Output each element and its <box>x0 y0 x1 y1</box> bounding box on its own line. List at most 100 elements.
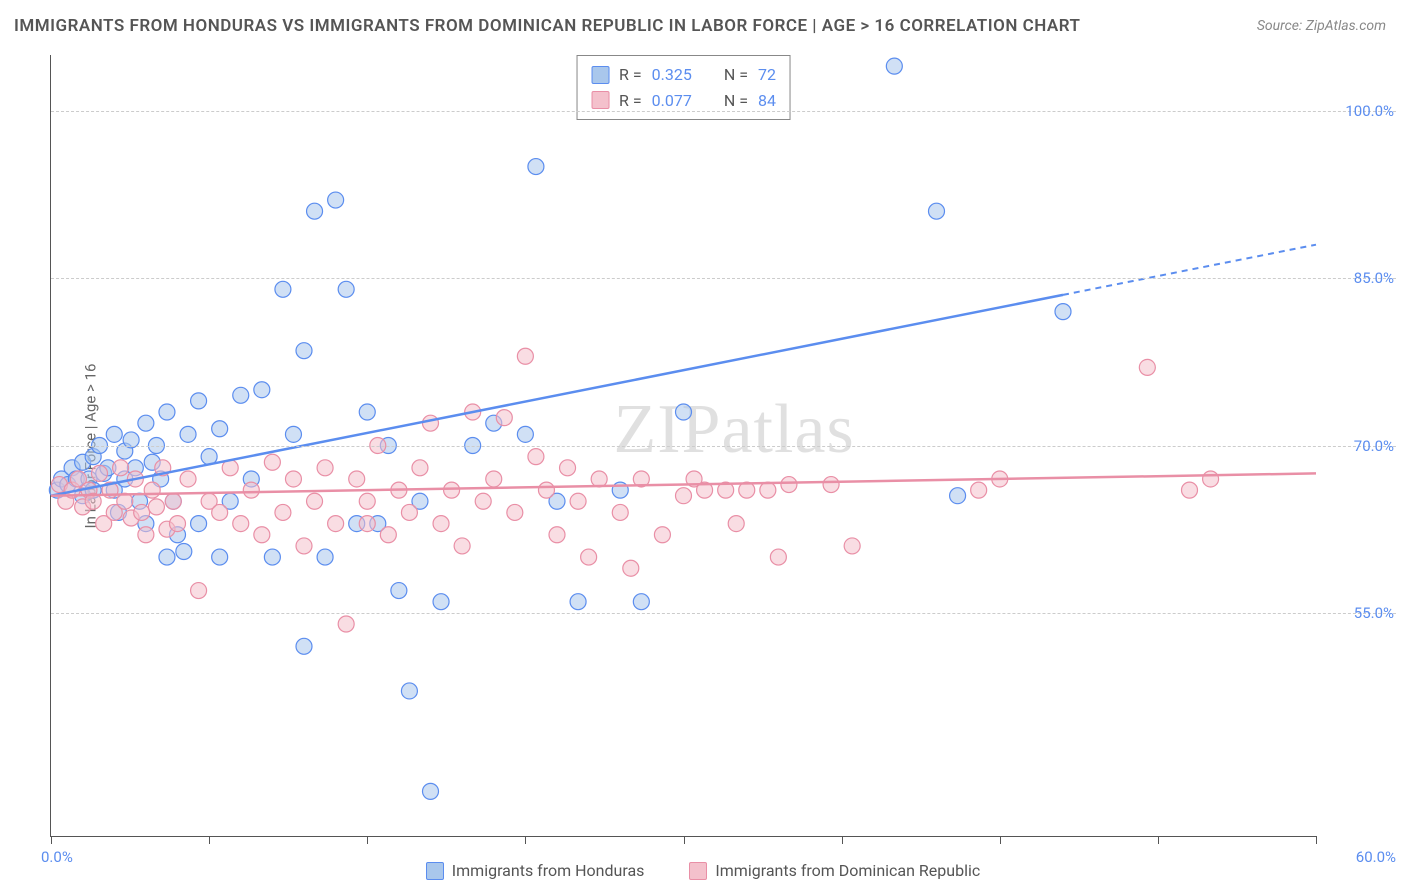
data-point <box>317 549 333 565</box>
x-tick <box>525 836 526 844</box>
data-point <box>633 594 649 610</box>
source-attribution: Source: ZipAtlas.com <box>1257 18 1386 34</box>
data-point <box>91 465 107 481</box>
stats-n-value-0: 72 <box>758 62 776 88</box>
data-point <box>612 504 628 520</box>
gridline-h <box>51 446 1396 447</box>
data-point <box>454 538 470 554</box>
data-point <box>285 471 301 487</box>
data-point <box>328 516 344 532</box>
legend-swatch-honduras <box>426 862 444 880</box>
y-tick-label: 100.0% <box>1345 102 1394 120</box>
data-point <box>528 449 544 465</box>
data-point <box>328 192 344 208</box>
stats-row-1: R = 0.077 N = 84 <box>591 88 776 114</box>
data-point <box>570 493 586 509</box>
data-point <box>517 348 533 364</box>
data-point <box>1182 482 1198 498</box>
data-point <box>380 527 396 543</box>
data-point <box>549 527 565 543</box>
data-point <box>180 471 196 487</box>
data-point <box>233 516 249 532</box>
data-point <box>275 504 291 520</box>
data-point <box>148 499 164 515</box>
legend-label-honduras: Immigrants from Honduras <box>452 861 645 880</box>
stats-r-value-0: 0.325 <box>652 62 692 88</box>
data-point <box>433 516 449 532</box>
data-point <box>770 549 786 565</box>
data-point <box>191 583 207 599</box>
data-point <box>176 543 192 559</box>
data-point <box>159 404 175 420</box>
y-tick-label: 55.0% <box>1354 604 1394 622</box>
data-point <box>254 382 270 398</box>
stats-n-label-1: N = <box>724 88 748 114</box>
data-point <box>338 616 354 632</box>
y-tick-label: 70.0% <box>1354 437 1394 455</box>
legend-item-dominican: Immigrants from Dominican Republic <box>689 861 980 880</box>
x-tick <box>209 836 210 844</box>
data-point <box>591 471 607 487</box>
data-point <box>581 549 597 565</box>
data-point <box>191 393 207 409</box>
x-tick <box>842 836 843 844</box>
data-point <box>106 426 122 442</box>
data-point <box>676 404 692 420</box>
data-point <box>307 203 323 219</box>
data-point <box>676 488 692 504</box>
data-point <box>823 477 839 493</box>
data-point <box>144 482 160 498</box>
data-point <box>359 404 375 420</box>
data-point <box>496 410 512 426</box>
data-point <box>623 560 639 576</box>
stats-n-value-1: 84 <box>758 88 776 114</box>
data-point <box>781 477 797 493</box>
data-point <box>412 460 428 476</box>
data-point <box>401 504 417 520</box>
data-point <box>138 527 154 543</box>
data-point <box>929 203 945 219</box>
data-point <box>971 482 987 498</box>
data-point <box>296 638 312 654</box>
data-point <box>760 482 776 498</box>
data-point <box>423 783 439 799</box>
gridline-h <box>51 278 1396 279</box>
data-point <box>560 460 576 476</box>
data-point <box>317 460 333 476</box>
stats-swatch-1 <box>591 91 609 109</box>
data-point <box>423 415 439 431</box>
data-point <box>307 493 323 509</box>
data-point <box>296 538 312 554</box>
data-point <box>886 58 902 74</box>
data-point <box>159 549 175 565</box>
data-point <box>254 527 270 543</box>
stats-n-label-0: N = <box>724 62 748 88</box>
plot-area: ZIPatlas R = 0.325 N = 72 R = 0.077 N = … <box>50 55 1316 837</box>
data-point <box>212 549 228 565</box>
data-point <box>349 471 365 487</box>
data-point <box>212 421 228 437</box>
data-point <box>507 504 523 520</box>
chart-title: IMMIGRANTS FROM HONDURAS VS IMMIGRANTS F… <box>14 16 1080 36</box>
data-point <box>359 516 375 532</box>
data-point <box>654 527 670 543</box>
stats-swatch-0 <box>591 66 609 84</box>
y-tick-label: 85.0% <box>1354 269 1394 287</box>
x-tick <box>1158 836 1159 844</box>
data-point <box>475 493 491 509</box>
data-point <box>264 454 280 470</box>
data-point <box>296 343 312 359</box>
gridline-h <box>51 111 1396 112</box>
data-point <box>338 281 354 297</box>
data-point <box>570 594 586 610</box>
x-tick <box>1000 836 1001 844</box>
data-point <box>1203 471 1219 487</box>
x-tick <box>367 836 368 844</box>
data-point <box>113 460 129 476</box>
data-point <box>528 159 544 175</box>
data-point <box>444 482 460 498</box>
stats-row-0: R = 0.325 N = 72 <box>591 62 776 88</box>
gridline-h <box>51 613 1396 614</box>
data-point <box>1139 359 1155 375</box>
bottom-legend: Immigrants from Honduras Immigrants from… <box>0 861 1406 880</box>
